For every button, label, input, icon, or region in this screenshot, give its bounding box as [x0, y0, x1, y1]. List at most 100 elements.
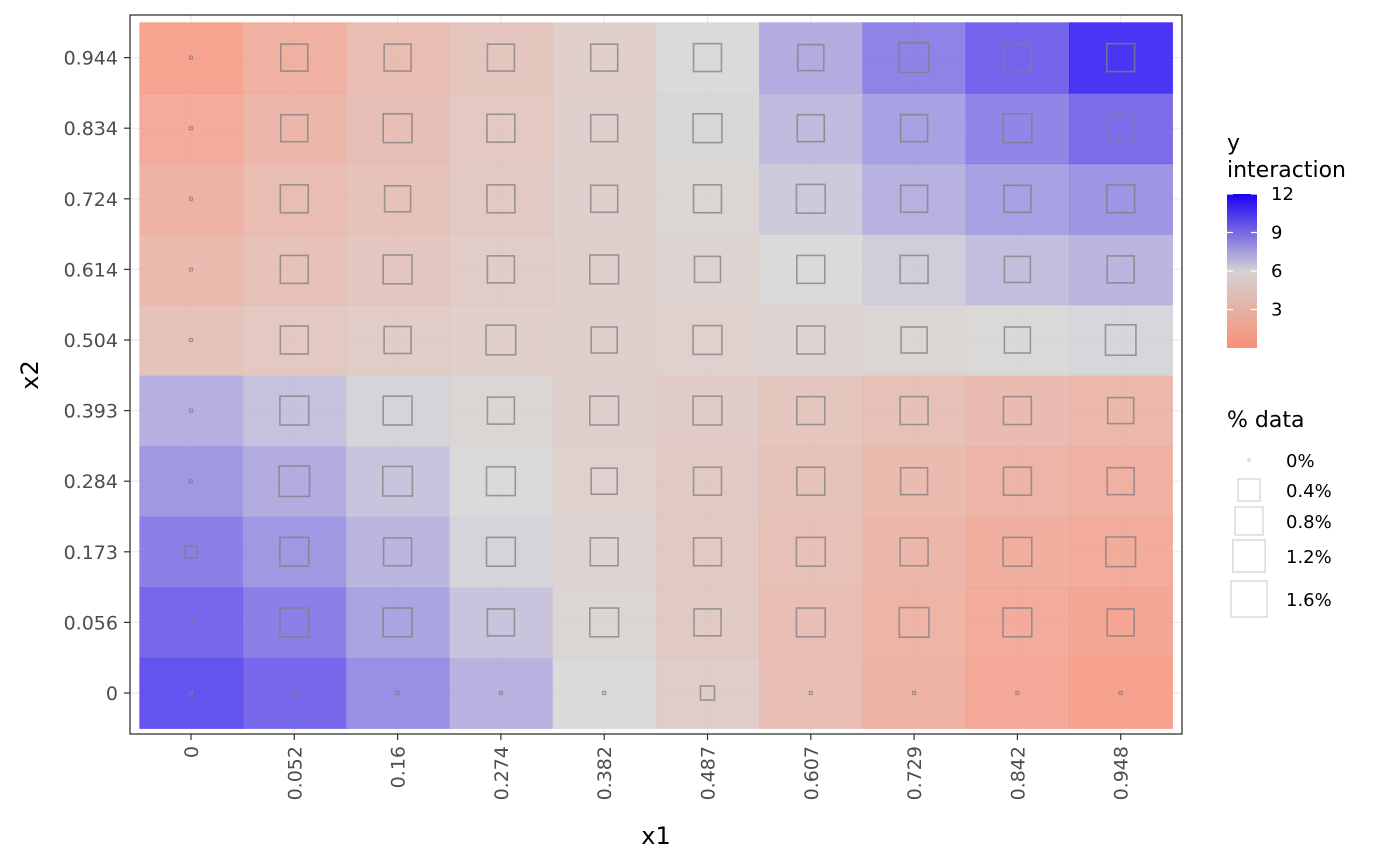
heat-tile	[449, 92, 554, 165]
data-density-point	[795, 183, 826, 214]
heat-tile	[1069, 92, 1173, 165]
heat-tile	[345, 163, 450, 235]
data-density-point	[1002, 607, 1033, 638]
data-density-point	[486, 255, 516, 284]
heat-tile	[862, 304, 967, 376]
y-axis-title: x2	[16, 360, 44, 389]
heat-tile	[449, 375, 554, 447]
data-density-point	[279, 184, 310, 214]
y-tick-label: 0.834	[64, 118, 118, 140]
data-density-point	[590, 326, 619, 354]
data-density-point	[486, 608, 516, 637]
heat-tile	[242, 516, 347, 588]
heat-tile	[552, 445, 657, 518]
data-density-point	[184, 544, 198, 559]
heat-tile	[655, 22, 760, 94]
y-tick-label: 0.944	[64, 48, 118, 70]
data-density-point	[1118, 690, 1123, 696]
x-axis: 0 0.052 0.16 0.274 0.382 0.487 0.607 0.729 0.842…	[181, 734, 1133, 800]
data-density-point	[589, 537, 619, 567]
heat-tile	[449, 234, 554, 306]
heat-tile	[655, 92, 760, 165]
size-legend-label: 0.8%	[1286, 512, 1332, 533]
data-density-point	[1106, 608, 1135, 637]
data-density-point	[589, 113, 619, 143]
y-axis: 0 0.056 0.173 0.284 0.393 0.504 0.614 0.724 0.83…	[64, 48, 130, 705]
heat-tile	[345, 516, 450, 588]
heat-tile	[139, 92, 244, 165]
heat-tile	[862, 163, 967, 235]
data-density-point	[280, 113, 309, 143]
data-density-point	[900, 326, 928, 354]
heat-tile	[655, 657, 760, 729]
data-density-point	[699, 685, 716, 701]
heat-tile	[965, 516, 1070, 588]
data-density-point	[292, 690, 297, 696]
heat-tile	[759, 304, 864, 376]
heat-tile	[345, 92, 450, 165]
data-density-point	[381, 465, 414, 497]
data-density-point	[383, 43, 412, 72]
heat-tile	[1069, 587, 1173, 659]
heat-tile	[862, 587, 967, 659]
size-legend-label: 1.6%	[1286, 590, 1332, 611]
heat-tile	[965, 22, 1070, 94]
heat-tile	[655, 516, 760, 588]
heat-tile	[552, 657, 657, 729]
data-density-point	[899, 466, 929, 496]
heat-tile	[965, 304, 1070, 376]
heat-tile	[552, 22, 657, 94]
heat-tile	[552, 304, 657, 376]
data-density-point	[382, 254, 413, 285]
data-density-point	[692, 113, 723, 144]
heat-tile	[139, 657, 244, 729]
heat-tile	[139, 516, 244, 588]
data-density-point	[795, 607, 826, 638]
heat-tile	[759, 587, 864, 659]
data-density-point	[589, 395, 620, 426]
data-density-point	[486, 396, 516, 425]
heat-tile	[1069, 516, 1173, 588]
heat-tile	[345, 234, 450, 306]
data-density-point	[1105, 184, 1136, 214]
data-density-point	[693, 608, 722, 637]
data-density-point	[188, 620, 194, 625]
data-density-point	[796, 113, 826, 143]
heat-tile	[1069, 375, 1173, 447]
heat-tile	[242, 234, 347, 306]
data-density-point	[279, 536, 310, 567]
size-legend-label: 0%	[1286, 451, 1315, 472]
heat-tile	[862, 445, 967, 518]
colorbar-label: 12	[1271, 184, 1294, 205]
heat-tile	[242, 445, 347, 518]
heat-tile	[1069, 304, 1173, 376]
heat-tile	[552, 516, 657, 588]
heat-tile	[862, 516, 967, 588]
data-density-point	[188, 196, 194, 201]
heat-tile	[1069, 22, 1173, 94]
data-density-point	[278, 465, 311, 498]
x-tick-label: 0	[181, 746, 203, 758]
heat-tile	[139, 163, 244, 235]
heat-tile	[345, 375, 450, 447]
heat-tile	[862, 92, 967, 165]
size-legend-key	[1237, 478, 1261, 502]
heat-tile	[345, 445, 450, 518]
data-density-point	[899, 184, 929, 214]
x-tick-label: 0.052	[284, 746, 306, 800]
heat-tile	[242, 22, 347, 94]
y-tick-label: 0.504	[64, 330, 118, 352]
heat-tile	[552, 163, 657, 235]
heat-tile	[965, 92, 1070, 165]
data-density-point	[280, 43, 309, 72]
y-tick-label: 0.173	[64, 542, 118, 564]
data-density-point	[382, 395, 413, 426]
colorbar-label: 9	[1271, 223, 1282, 244]
data-density-point	[383, 185, 412, 213]
heat-tile	[759, 375, 864, 447]
size-legend-key	[1247, 458, 1251, 462]
size-legend: % data 0% 0.4% 0.8% 1.2% 1.6%	[1227, 408, 1332, 618]
data-density-point	[808, 690, 813, 696]
heat-tile	[345, 22, 450, 94]
data-density-point	[1003, 326, 1032, 354]
